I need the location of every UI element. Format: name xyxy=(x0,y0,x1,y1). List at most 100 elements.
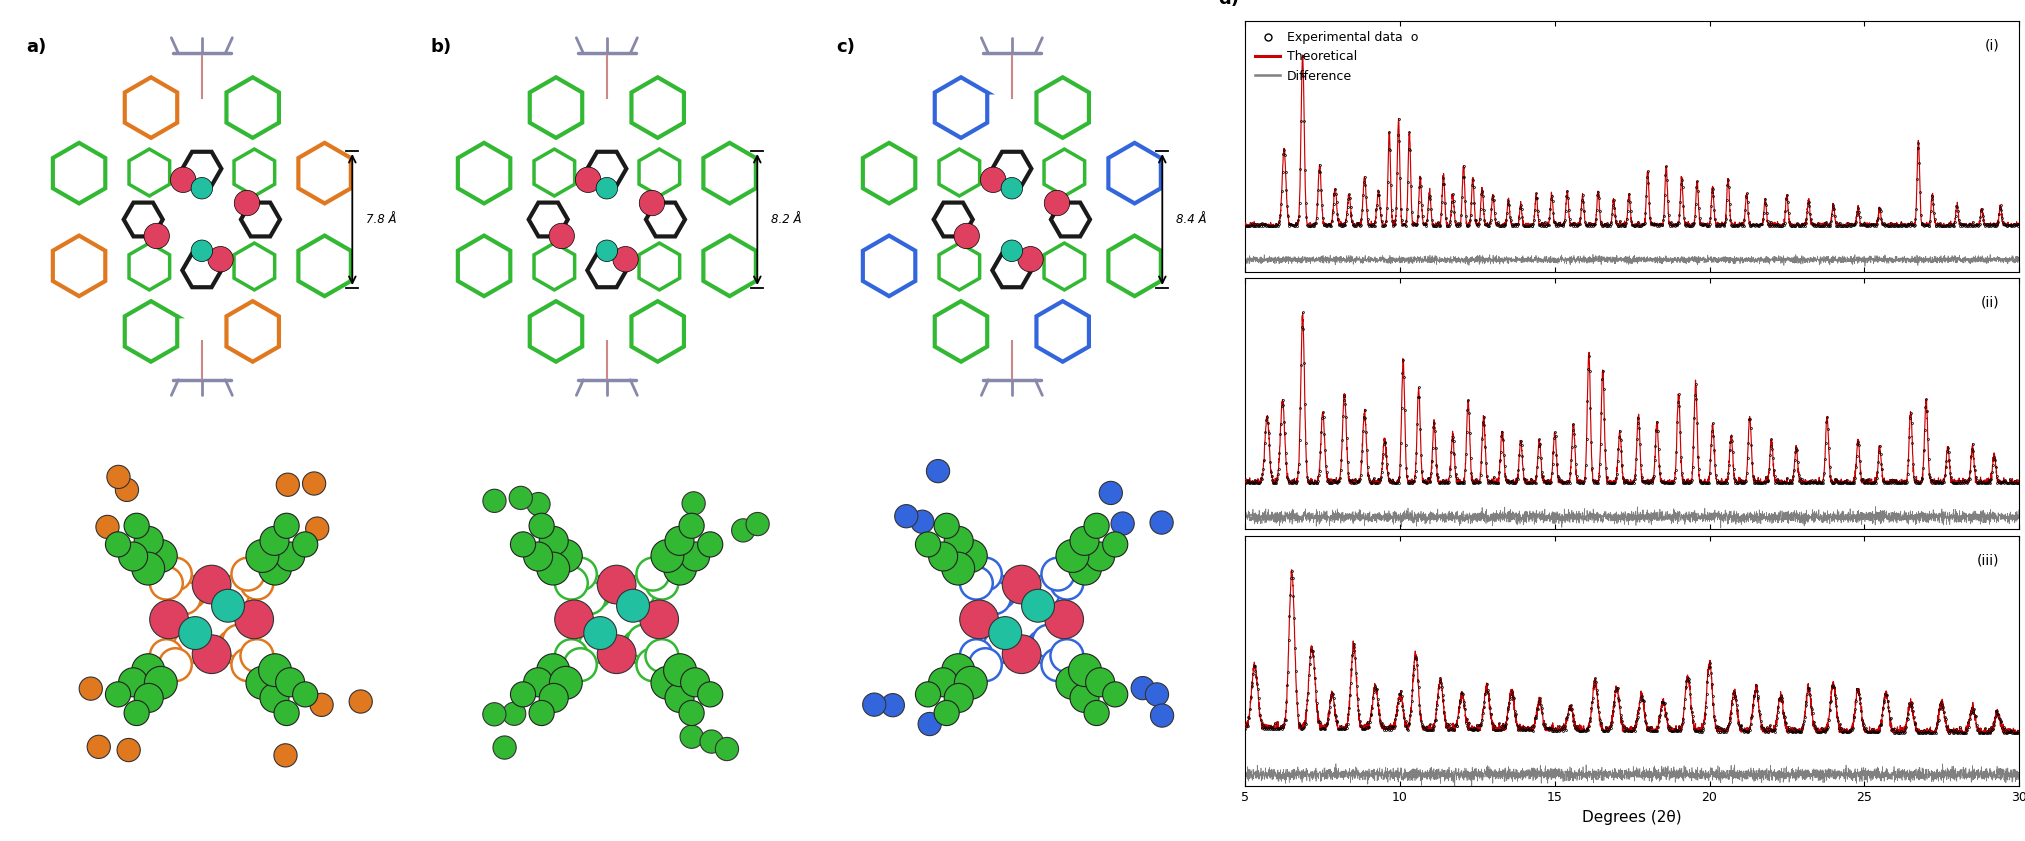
Circle shape xyxy=(510,532,535,557)
Circle shape xyxy=(524,542,553,571)
Circle shape xyxy=(1104,682,1128,707)
Circle shape xyxy=(640,600,678,639)
Circle shape xyxy=(144,666,178,699)
Circle shape xyxy=(231,648,265,681)
Circle shape xyxy=(79,677,103,701)
Circle shape xyxy=(1069,553,1102,585)
Circle shape xyxy=(529,513,555,538)
Circle shape xyxy=(881,694,905,717)
Circle shape xyxy=(105,532,130,557)
Circle shape xyxy=(650,540,684,573)
Circle shape xyxy=(978,625,1010,658)
Circle shape xyxy=(539,526,569,555)
Circle shape xyxy=(241,567,273,600)
Circle shape xyxy=(563,648,597,681)
Circle shape xyxy=(622,576,654,609)
Circle shape xyxy=(678,513,705,538)
Circle shape xyxy=(1002,635,1041,674)
Circle shape xyxy=(115,479,138,501)
Circle shape xyxy=(302,472,326,495)
Circle shape xyxy=(1019,246,1043,272)
Circle shape xyxy=(680,725,703,748)
Circle shape xyxy=(132,553,164,585)
Circle shape xyxy=(259,526,290,555)
Circle shape xyxy=(1000,240,1023,262)
Circle shape xyxy=(524,668,553,697)
Circle shape xyxy=(583,616,618,649)
Text: (i): (i) xyxy=(1984,39,1999,53)
Circle shape xyxy=(87,735,111,759)
Circle shape xyxy=(275,668,304,697)
Circle shape xyxy=(1033,625,1065,658)
Circle shape xyxy=(678,701,705,726)
Text: 7.8 Å: 7.8 Å xyxy=(367,213,397,226)
Circle shape xyxy=(915,532,940,557)
Circle shape xyxy=(95,516,119,538)
Circle shape xyxy=(539,684,569,712)
Circle shape xyxy=(150,600,188,639)
Circle shape xyxy=(150,567,182,600)
Circle shape xyxy=(1055,540,1089,573)
Circle shape xyxy=(1150,704,1174,727)
Circle shape xyxy=(1104,532,1128,557)
Circle shape xyxy=(549,540,583,573)
Circle shape xyxy=(1083,701,1110,726)
Legend: Experimental data  o, Theoretical, Difference: Experimental data o, Theoretical, Differ… xyxy=(1249,26,1424,87)
Circle shape xyxy=(482,489,506,512)
Circle shape xyxy=(1146,683,1168,706)
Circle shape xyxy=(168,581,200,614)
Circle shape xyxy=(235,600,273,639)
Circle shape xyxy=(119,668,148,697)
Circle shape xyxy=(223,625,255,658)
Circle shape xyxy=(245,540,279,573)
Circle shape xyxy=(294,682,318,707)
Circle shape xyxy=(223,581,255,614)
Circle shape xyxy=(573,625,605,658)
Circle shape xyxy=(124,513,150,538)
Circle shape xyxy=(640,190,664,216)
Circle shape xyxy=(934,701,960,726)
Circle shape xyxy=(863,693,885,717)
Circle shape xyxy=(158,558,192,590)
Circle shape xyxy=(134,526,164,555)
Circle shape xyxy=(745,512,770,536)
Circle shape xyxy=(235,190,259,216)
Circle shape xyxy=(105,682,130,707)
Circle shape xyxy=(942,653,974,686)
Circle shape xyxy=(310,693,334,717)
Circle shape xyxy=(555,600,593,639)
Circle shape xyxy=(174,630,207,663)
Circle shape xyxy=(1132,676,1154,700)
Circle shape xyxy=(1041,648,1075,681)
Text: c): c) xyxy=(836,38,855,56)
Text: 8.2 Å: 8.2 Å xyxy=(772,213,802,226)
Circle shape xyxy=(132,653,164,686)
Circle shape xyxy=(555,567,587,600)
Circle shape xyxy=(144,540,178,573)
Circle shape xyxy=(968,648,1002,681)
Circle shape xyxy=(563,558,597,590)
Circle shape xyxy=(573,581,605,614)
Circle shape xyxy=(595,177,618,199)
Circle shape xyxy=(1033,581,1065,614)
Circle shape xyxy=(1069,526,1100,555)
Circle shape xyxy=(273,743,298,767)
Circle shape xyxy=(1112,512,1134,535)
Circle shape xyxy=(595,240,618,262)
Circle shape xyxy=(895,505,917,528)
Circle shape xyxy=(231,558,265,590)
Circle shape xyxy=(1027,576,1059,609)
Circle shape xyxy=(929,542,958,571)
Circle shape xyxy=(537,553,569,585)
Circle shape xyxy=(158,648,192,681)
Circle shape xyxy=(144,223,170,249)
Circle shape xyxy=(968,558,1002,590)
Circle shape xyxy=(1045,600,1083,639)
Circle shape xyxy=(1027,630,1059,663)
Circle shape xyxy=(178,616,213,649)
Circle shape xyxy=(579,576,612,609)
Circle shape xyxy=(107,465,130,489)
Circle shape xyxy=(682,492,705,515)
Circle shape xyxy=(174,576,207,609)
Circle shape xyxy=(915,682,940,707)
